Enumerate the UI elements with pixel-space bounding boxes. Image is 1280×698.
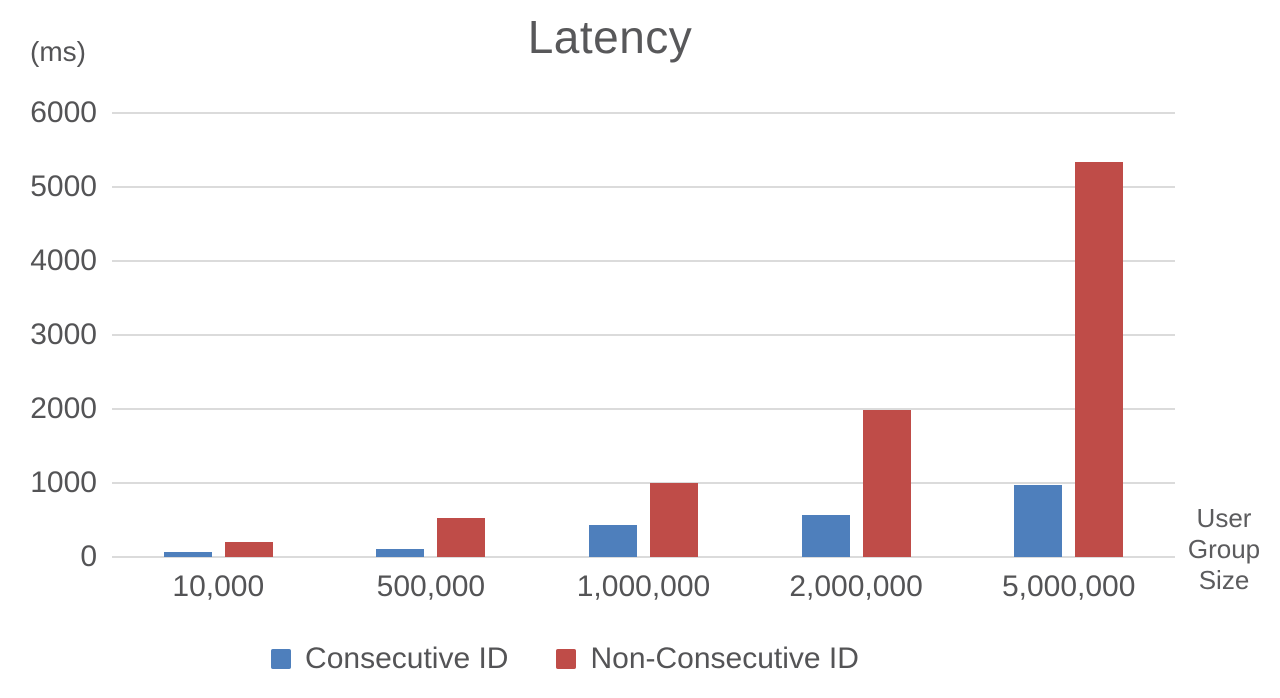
x-tick-label-5-000-000: 5,000,000 [1001, 570, 1136, 603]
legend-item-non-consecutive-id: Non-Consecutive ID [556, 642, 859, 676]
gridline-4000 [112, 260, 1175, 262]
bar-consecutive-id-10-000 [163, 551, 212, 557]
legend-label-consecutive-id: Consecutive ID [305, 642, 509, 675]
bar-group-5-000-000 [962, 113, 1175, 557]
bar-group-500-000 [325, 113, 538, 557]
bar-non-consecutive-id-5-000-000 [1075, 161, 1124, 557]
gridline-1000 [112, 482, 1175, 484]
x-tick-label-1-000-000: 1,000,000 [576, 570, 711, 603]
bar-consecutive-id-500-000 [376, 548, 425, 557]
bar-non-consecutive-id-2-000-000 [862, 410, 911, 557]
x-tick-label-500-000: 500,000 [376, 570, 486, 603]
bar-non-consecutive-id-1-000-000 [649, 483, 698, 557]
bar-group-10-000 [112, 113, 325, 557]
bar-consecutive-id-5-000-000 [1014, 484, 1063, 557]
bar-non-consecutive-id-10-000 [224, 542, 273, 557]
y-tick-label-0: 0 [80, 540, 97, 573]
gridline-2000 [112, 408, 1175, 410]
gridline-3000 [112, 334, 1175, 336]
y-tick-label-4000: 4000 [30, 244, 97, 277]
bar-consecutive-id-2-000-000 [801, 514, 850, 557]
legend-item-consecutive-id: Consecutive ID [271, 642, 508, 676]
x-tick-label-10-000: 10,000 [172, 570, 265, 603]
bar-non-consecutive-id-500-000 [437, 517, 486, 557]
y-tick-label-2000: 2000 [30, 392, 97, 425]
y-tick-label-5000: 5000 [30, 170, 97, 203]
x-tick-label-2-000-000: 2,000,000 [789, 570, 923, 603]
gridline-6000 [112, 112, 1175, 114]
y-tick-label-3000: 3000 [30, 318, 97, 351]
legend-swatch-consecutive-id [271, 649, 292, 669]
y-tick-label-1000: 1000 [30, 466, 97, 499]
bar-group-2-000-000 [750, 113, 963, 557]
chart-title: Latency [527, 11, 693, 63]
plot-area [112, 112, 1175, 558]
x-axis-title: User Group Size [1187, 503, 1261, 595]
legend: Consecutive ID Non-Consecutive ID [0, 642, 1130, 676]
legend-label-non-consecutive-id: Non-Consecutive ID [590, 642, 859, 675]
gridline-0 [112, 556, 1175, 558]
x-axis-tick-labels: 10,000 500,000 1,000,000 2,000,000 5,000,000 [112, 570, 1175, 604]
gridline-5000 [112, 186, 1175, 188]
y-tick-label-6000: 6000 [30, 96, 97, 129]
y-axis-unit-label: (ms) [30, 36, 86, 67]
bar-consecutive-id-1-000-000 [588, 525, 637, 557]
legend-swatch-non-consecutive-id [556, 649, 577, 669]
bar-group-1-000-000 [537, 113, 750, 557]
y-axis-tick-labels: 0 1000 2000 3000 4000 5000 6000 [0, 98, 97, 572]
